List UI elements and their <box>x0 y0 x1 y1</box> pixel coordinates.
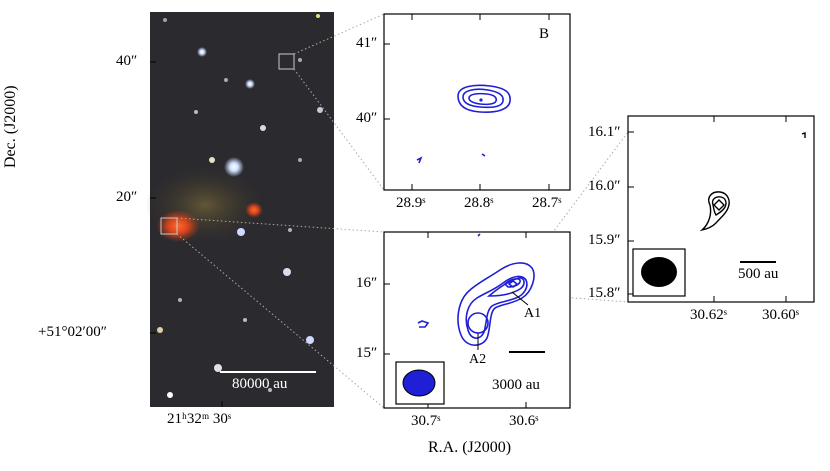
zoom-ytick-159: 15.9″ <box>588 232 621 248</box>
panel-b-xtick-287: 28.7ˢ <box>532 195 562 211</box>
panel-b-xtick-289: 28.9ˢ <box>396 195 426 211</box>
optical-image <box>145 12 334 407</box>
scale-label-3000: 3000 au <box>492 377 540 393</box>
ra-tick-2132: 21ʰ32ᵐ 30ˢ <box>167 411 232 427</box>
zoom-contours <box>699 132 806 232</box>
panel-a-ytick-16: 16″ <box>356 275 378 291</box>
dec-tick-0200: +51°02′00″ <box>38 324 107 340</box>
beam-ellipse-a <box>402 369 436 397</box>
panel-b-xtick-288: 28.8ˢ <box>464 195 494 211</box>
panel-zoom <box>627 115 815 303</box>
box-a <box>160 217 178 235</box>
dec-tick-40: 40″ <box>116 53 138 69</box>
panel-a <box>383 231 571 409</box>
box-b <box>278 53 295 70</box>
source-label-a2: A2 <box>469 352 487 367</box>
panel-b-contours <box>416 84 511 164</box>
panel-b-label: B <box>539 26 550 42</box>
panel-a-xtick-307: 30.7ˢ <box>411 413 441 429</box>
panel-b <box>383 13 571 191</box>
panel-a-ytick-15: 15″ <box>356 345 378 361</box>
zoom-xtick-3060: 30.60ˢ <box>762 307 799 323</box>
zoom-ytick-161: 16.1″ <box>588 124 621 140</box>
zoom-xtick-3062: 30.62ˢ <box>690 307 727 323</box>
zoom-ytick-158: 15.8″ <box>588 285 621 301</box>
scale-label-80000: 80000 au <box>232 376 288 392</box>
panel-b-ytick-40: 40″ <box>356 110 378 126</box>
dec-tick-20: 20″ <box>116 189 138 205</box>
source-pointers <box>477 291 529 350</box>
ra-axis-label: R.A. (J2000) <box>428 439 512 456</box>
panel-a-xtick-306: 30.6ˢ <box>509 413 539 429</box>
dec-axis-label: Dec. (J2000) <box>2 85 19 168</box>
panel-b-ytick-41: 41″ <box>356 35 378 51</box>
beam-ellipse-zoom <box>641 257 677 287</box>
zoom-ytick-160: 16.0″ <box>588 178 621 194</box>
source-label-a1: A1 <box>524 306 542 321</box>
scale-label-500: 500 au <box>738 266 779 282</box>
